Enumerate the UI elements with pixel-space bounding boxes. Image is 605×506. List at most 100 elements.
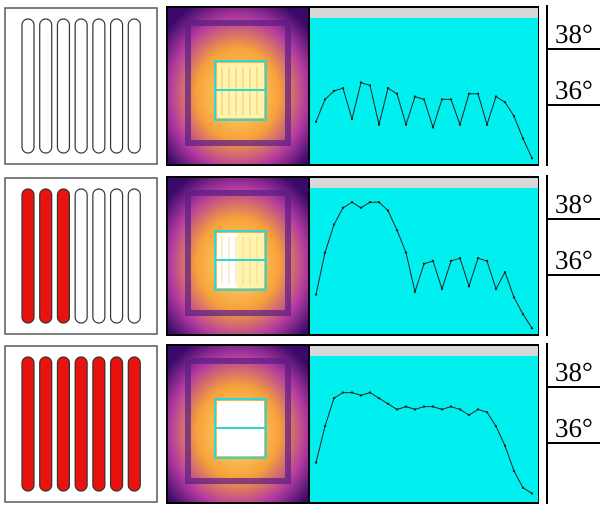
scale-label: 36° — [555, 413, 593, 443]
channel — [57, 189, 69, 323]
profile-point — [324, 425, 326, 427]
profile-point — [333, 223, 335, 225]
profile-point — [477, 257, 479, 259]
profile-point — [531, 492, 533, 494]
profile-point — [414, 408, 416, 410]
profile-point — [450, 260, 452, 262]
profile-point — [459, 257, 461, 259]
profile-point — [324, 251, 326, 253]
profile-point — [342, 207, 344, 209]
channel — [22, 19, 34, 153]
profile-point — [369, 201, 371, 203]
channel — [75, 19, 87, 153]
profile-point — [333, 90, 335, 92]
profile-point — [522, 137, 524, 139]
profile-point — [459, 408, 461, 410]
profile-point — [441, 288, 443, 290]
plot-bg — [310, 346, 538, 502]
profile-point — [486, 260, 488, 262]
channel — [128, 357, 140, 491]
profile-point — [405, 405, 407, 407]
profile-point — [468, 285, 470, 287]
profile-point — [360, 207, 362, 209]
profile-point — [513, 115, 515, 117]
profile-point — [495, 95, 497, 97]
channel — [75, 189, 87, 323]
profile-point — [441, 98, 443, 100]
profile-point — [450, 405, 452, 407]
profile-point — [504, 101, 506, 103]
profile-point — [477, 93, 479, 95]
profile-point — [513, 470, 515, 472]
profile-point — [378, 123, 380, 125]
profile-point — [432, 405, 434, 407]
channel — [93, 189, 105, 323]
plot-header — [310, 8, 538, 18]
profile-point — [342, 87, 344, 89]
channel — [22, 189, 34, 323]
profile-point — [486, 411, 488, 413]
profile-point — [504, 445, 506, 447]
profile-point — [504, 271, 506, 273]
profile-point — [333, 397, 335, 399]
profile-point — [378, 201, 380, 203]
plot-header — [310, 178, 538, 188]
profile-point — [522, 487, 524, 489]
profile-point — [369, 391, 371, 393]
profile-point — [396, 93, 398, 95]
profile-point — [396, 408, 398, 410]
channel — [93, 19, 105, 153]
profile-point — [387, 209, 389, 211]
profile-point — [432, 260, 434, 262]
profile-point — [441, 408, 443, 410]
profile-point — [315, 461, 317, 463]
channel — [75, 357, 87, 491]
profile-point — [387, 87, 389, 89]
plot-bg — [310, 8, 538, 164]
scale-label: 36° — [555, 75, 593, 105]
profile-point — [468, 414, 470, 416]
channel — [22, 357, 34, 491]
profile-point — [477, 408, 479, 410]
profile-point — [351, 118, 353, 120]
profile-point — [423, 405, 425, 407]
channel — [93, 357, 105, 491]
profile-point — [522, 313, 524, 315]
profile-point — [360, 394, 362, 396]
profile-point — [414, 95, 416, 97]
profile-point — [450, 98, 452, 100]
profile-point — [459, 123, 461, 125]
profile-point — [315, 121, 317, 123]
profile-point — [405, 123, 407, 125]
scale-label: 38° — [555, 357, 593, 387]
channel — [40, 357, 52, 491]
profile-point — [396, 229, 398, 231]
profile-point — [468, 93, 470, 95]
channel — [40, 189, 52, 323]
profile-point — [342, 391, 344, 393]
profile-point — [423, 98, 425, 100]
channel — [40, 19, 52, 153]
profile-point — [531, 327, 533, 329]
channel — [57, 19, 69, 153]
profile-point — [369, 84, 371, 86]
profile-point — [315, 293, 317, 295]
profile-point — [324, 98, 326, 100]
channel — [128, 19, 140, 153]
profile-point — [513, 296, 515, 298]
plot-bg — [310, 178, 538, 334]
profile-point — [387, 403, 389, 405]
profile-point — [414, 291, 416, 293]
profile-point — [495, 288, 497, 290]
profile-point — [351, 201, 353, 203]
channel — [111, 357, 123, 491]
scale-label: 38° — [555, 189, 593, 219]
scale-label: 38° — [555, 19, 593, 49]
profile-point — [432, 126, 434, 128]
profile-point — [360, 81, 362, 83]
channel — [111, 19, 123, 153]
channel — [128, 189, 140, 323]
plot-header — [310, 346, 538, 356]
scale-label: 36° — [555, 245, 593, 275]
channel — [57, 357, 69, 491]
